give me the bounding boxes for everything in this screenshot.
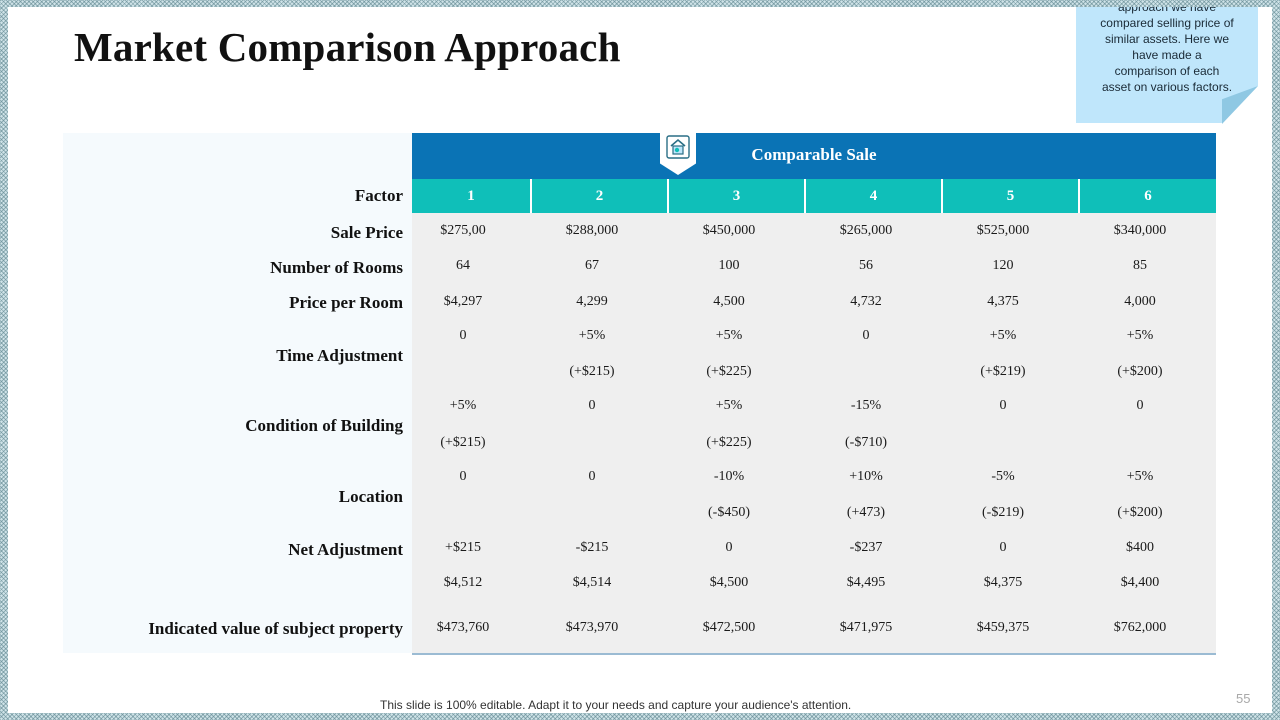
table-cell: (-$219) <box>982 505 1024 520</box>
page-number: 55 <box>1236 691 1251 706</box>
table-cell: $472,500 <box>702 620 756 635</box>
row-label: Indicated value of subject property <box>148 619 403 638</box>
table-cell: $525,000 <box>976 223 1030 238</box>
table-cell: 85 <box>1133 258 1147 273</box>
table-cell: 4,375 <box>987 294 1019 309</box>
row-label: Location <box>338 487 403 506</box>
table-cell: $340,000 <box>1113 223 1167 238</box>
table-cell: $4,512 <box>443 575 483 590</box>
table-cell: +5% <box>449 398 477 413</box>
table-cell: +5% <box>989 328 1017 343</box>
table-cell: $4,400 <box>1120 575 1160 590</box>
table-cell: +10% <box>849 469 883 484</box>
table-cell: +5% <box>578 328 606 343</box>
factor-col-4: 4 <box>806 179 941 213</box>
note-line: compared selling price of <box>1100 16 1234 30</box>
table-cell: $400 <box>1126 540 1154 555</box>
table-cell: $265,000 <box>839 223 893 238</box>
note-line: asset on various factors. <box>1101 80 1233 94</box>
house-glyph <box>666 135 690 159</box>
label-panel <box>63 133 413 653</box>
factor-header-row: 1 2 3 4 5 6 <box>412 179 1216 213</box>
table-cell: 0 <box>588 469 596 484</box>
factor-col-1: 1 <box>412 179 530 213</box>
factor-col-6: 6 <box>1080 179 1216 213</box>
table-cell: $473,970 <box>565 620 619 635</box>
table-cell: (+$200) <box>1117 364 1163 379</box>
table-cell: 0 <box>999 398 1007 413</box>
table-cell: $473,760 <box>436 620 490 635</box>
row-label: Time Adjustment <box>276 346 403 365</box>
row-label: Condition of Building <box>245 416 403 435</box>
table-cell: $4,500 <box>709 575 749 590</box>
table-cell: -$237 <box>849 540 883 555</box>
comparable-sale-header <box>412 133 1216 179</box>
table-cell: 0 <box>725 540 733 555</box>
table-cell: (+$215) <box>569 364 615 379</box>
table-cell: $4,297 <box>443 294 483 309</box>
factor-col-5: 5 <box>943 179 1078 213</box>
table-cell: (+$225) <box>706 435 752 450</box>
table-cell: 4,500 <box>713 294 745 309</box>
table-cell: $4,375 <box>983 575 1023 590</box>
table-cell: (+$200) <box>1117 505 1163 520</box>
table-cell: $275,00 <box>440 223 486 238</box>
table-cell: 120 <box>992 258 1014 273</box>
table-cell: +5% <box>1126 328 1154 343</box>
table-cell: -5% <box>991 469 1015 484</box>
table-cell: 4,732 <box>850 294 882 309</box>
table-cell: 0 <box>999 540 1007 555</box>
property-house-icon <box>660 129 696 175</box>
table-cell: $450,000 <box>702 223 756 238</box>
table-cell: $471,975 <box>839 620 893 635</box>
table-cell: (+$215) <box>440 435 486 450</box>
table-cell: +5% <box>1126 469 1154 484</box>
table-cell: 4,299 <box>576 294 608 309</box>
table-cell: +$215 <box>445 540 481 555</box>
table-cell: +5% <box>715 328 743 343</box>
table-cell: $762,000 <box>1113 620 1167 635</box>
note-line: comparison of each <box>1114 64 1220 78</box>
factor-label: Factor <box>354 186 403 205</box>
table-cell: $4,514 <box>572 575 612 590</box>
table-cell: 100 <box>718 258 740 273</box>
table-cell: +5% <box>715 398 743 413</box>
table-bottom-rule <box>412 653 1216 655</box>
table-cell: 0 <box>459 469 467 484</box>
table-cell: (+$219) <box>980 364 1026 379</box>
row-label: Number of Rooms <box>270 258 403 277</box>
table-cell: (-$710) <box>845 435 887 450</box>
note-line: similar assets. Here we <box>1104 32 1230 46</box>
slide: Market Comparison Approach approach we h… <box>8 7 1272 713</box>
table-cell: $288,000 <box>565 223 619 238</box>
footer-text: This slide is 100% editable. Adapt it to… <box>380 698 852 712</box>
factor-col-3: 3 <box>669 179 804 213</box>
table-cell: (+473) <box>846 505 886 520</box>
row-label: Sale Price <box>330 223 403 242</box>
table-cell: 0 <box>1136 398 1144 413</box>
table-cell: 4,000 <box>1124 294 1156 309</box>
table-cell: 56 <box>859 258 873 273</box>
comparable-sale-label: Comparable Sale <box>751 145 877 164</box>
table-cell: (+$225) <box>706 364 752 379</box>
table-cell: (-$450) <box>708 505 750 520</box>
row-label: Net Adjustment <box>288 540 403 559</box>
table-cell: -15% <box>850 398 882 413</box>
table-cell: $4,495 <box>846 575 886 590</box>
table-cell: 67 <box>585 258 599 273</box>
factor-col-2: 2 <box>532 179 667 213</box>
sticky-note: approach we have compared selling price … <box>1076 7 1258 123</box>
values-panel <box>412 213 1216 653</box>
table-cell: 0 <box>459 328 467 343</box>
row-label: Price per Room <box>289 293 403 312</box>
table-cell: 64 <box>456 258 470 273</box>
slide-title: Market Comparison Approach <box>74 24 621 70</box>
table-cell: 0 <box>862 328 870 343</box>
table-cell: -$215 <box>575 540 609 555</box>
table-cell: 0 <box>588 398 596 413</box>
table-cell: $459,375 <box>976 620 1030 635</box>
note-line: approach we have <box>1117 7 1217 14</box>
note-line: have made a <box>1132 48 1202 62</box>
table-cell: -10% <box>713 469 745 484</box>
